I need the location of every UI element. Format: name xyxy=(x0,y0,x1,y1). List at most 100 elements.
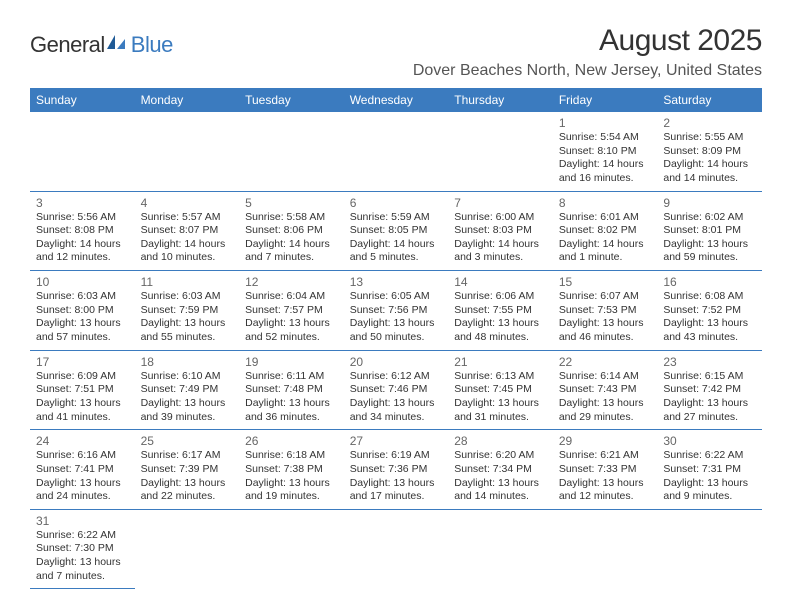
calendar-cell: 4Sunrise: 5:57 AMSunset: 8:07 PMDaylight… xyxy=(135,191,240,271)
calendar-cell xyxy=(239,112,344,191)
calendar-row: 24Sunrise: 6:16 AMSunset: 7:41 PMDayligh… xyxy=(30,430,762,510)
calendar-cell: 31Sunrise: 6:22 AMSunset: 7:30 PMDayligh… xyxy=(30,509,135,589)
calendar-row: 3Sunrise: 5:56 AMSunset: 8:08 PMDaylight… xyxy=(30,191,762,271)
day-details: Sunrise: 6:03 AMSunset: 8:00 PMDaylight:… xyxy=(36,290,129,345)
calendar-cell xyxy=(30,112,135,191)
day-details: Sunrise: 6:11 AMSunset: 7:48 PMDaylight:… xyxy=(245,370,338,425)
day-number: 18 xyxy=(141,355,234,369)
day-details: Sunrise: 6:03 AMSunset: 7:59 PMDaylight:… xyxy=(141,290,234,345)
calendar-cell: 20Sunrise: 6:12 AMSunset: 7:46 PMDayligh… xyxy=(344,350,449,430)
calendar-body: 1Sunrise: 5:54 AMSunset: 8:10 PMDaylight… xyxy=(30,112,762,589)
day-number: 23 xyxy=(663,355,756,369)
calendar-cell: 25Sunrise: 6:17 AMSunset: 7:39 PMDayligh… xyxy=(135,430,240,510)
day-number: 3 xyxy=(36,196,129,210)
calendar-cell: 26Sunrise: 6:18 AMSunset: 7:38 PMDayligh… xyxy=(239,430,344,510)
calendar-row: 17Sunrise: 6:09 AMSunset: 7:51 PMDayligh… xyxy=(30,350,762,430)
day-number: 4 xyxy=(141,196,234,210)
calendar-row: 1Sunrise: 5:54 AMSunset: 8:10 PMDaylight… xyxy=(30,112,762,191)
day-details: Sunrise: 5:55 AMSunset: 8:09 PMDaylight:… xyxy=(663,131,756,186)
day-number: 14 xyxy=(454,275,547,289)
calendar-head: SundayMondayTuesdayWednesdayThursdayFrid… xyxy=(30,88,762,112)
day-number: 22 xyxy=(559,355,652,369)
day-number: 24 xyxy=(36,434,129,448)
calendar-cell: 10Sunrise: 6:03 AMSunset: 8:00 PMDayligh… xyxy=(30,271,135,351)
day-number: 11 xyxy=(141,275,234,289)
calendar-cell: 16Sunrise: 6:08 AMSunset: 7:52 PMDayligh… xyxy=(657,271,762,351)
day-details: Sunrise: 6:20 AMSunset: 7:34 PMDaylight:… xyxy=(454,449,547,504)
day-number: 28 xyxy=(454,434,547,448)
day-number: 17 xyxy=(36,355,129,369)
header: General Blue August 2025 Dover Beaches N… xyxy=(30,24,762,80)
day-header: Wednesday xyxy=(344,88,449,112)
calendar-cell: 22Sunrise: 6:14 AMSunset: 7:43 PMDayligh… xyxy=(553,350,658,430)
calendar-cell xyxy=(657,509,762,589)
day-number: 26 xyxy=(245,434,338,448)
day-number: 19 xyxy=(245,355,338,369)
calendar-cell xyxy=(448,509,553,589)
day-details: Sunrise: 6:12 AMSunset: 7:46 PMDaylight:… xyxy=(350,370,443,425)
calendar-cell: 19Sunrise: 6:11 AMSunset: 7:48 PMDayligh… xyxy=(239,350,344,430)
title-block: August 2025 Dover Beaches North, New Jer… xyxy=(413,24,762,80)
calendar-cell xyxy=(239,509,344,589)
day-details: Sunrise: 6:22 AMSunset: 7:31 PMDaylight:… xyxy=(663,449,756,504)
day-number: 31 xyxy=(36,514,129,528)
day-number: 15 xyxy=(559,275,652,289)
logo: General Blue xyxy=(30,32,173,58)
day-details: Sunrise: 6:14 AMSunset: 7:43 PMDaylight:… xyxy=(559,370,652,425)
day-number: 7 xyxy=(454,196,547,210)
logo-text-blue: Blue xyxy=(131,32,173,58)
day-details: Sunrise: 6:01 AMSunset: 8:02 PMDaylight:… xyxy=(559,211,652,266)
day-number: 20 xyxy=(350,355,443,369)
calendar-cell xyxy=(344,509,449,589)
day-details: Sunrise: 6:16 AMSunset: 7:41 PMDaylight:… xyxy=(36,449,129,504)
calendar-cell: 29Sunrise: 6:21 AMSunset: 7:33 PMDayligh… xyxy=(553,430,658,510)
calendar-cell: 11Sunrise: 6:03 AMSunset: 7:59 PMDayligh… xyxy=(135,271,240,351)
calendar-cell: 30Sunrise: 6:22 AMSunset: 7:31 PMDayligh… xyxy=(657,430,762,510)
calendar-cell: 17Sunrise: 6:09 AMSunset: 7:51 PMDayligh… xyxy=(30,350,135,430)
day-number: 10 xyxy=(36,275,129,289)
day-details: Sunrise: 5:54 AMSunset: 8:10 PMDaylight:… xyxy=(559,131,652,186)
day-details: Sunrise: 6:18 AMSunset: 7:38 PMDaylight:… xyxy=(245,449,338,504)
calendar-cell: 27Sunrise: 6:19 AMSunset: 7:36 PMDayligh… xyxy=(344,430,449,510)
day-details: Sunrise: 5:57 AMSunset: 8:07 PMDaylight:… xyxy=(141,211,234,266)
calendar-page: General Blue August 2025 Dover Beaches N… xyxy=(0,0,792,613)
day-number: 2 xyxy=(663,116,756,130)
day-number: 16 xyxy=(663,275,756,289)
day-details: Sunrise: 6:17 AMSunset: 7:39 PMDaylight:… xyxy=(141,449,234,504)
day-details: Sunrise: 6:21 AMSunset: 7:33 PMDaylight:… xyxy=(559,449,652,504)
day-header: Thursday xyxy=(448,88,553,112)
calendar-cell xyxy=(344,112,449,191)
day-details: Sunrise: 6:22 AMSunset: 7:30 PMDaylight:… xyxy=(36,529,129,584)
day-details: Sunrise: 5:56 AMSunset: 8:08 PMDaylight:… xyxy=(36,211,129,266)
calendar-cell: 21Sunrise: 6:13 AMSunset: 7:45 PMDayligh… xyxy=(448,350,553,430)
day-header: Sunday xyxy=(30,88,135,112)
day-details: Sunrise: 5:58 AMSunset: 8:06 PMDaylight:… xyxy=(245,211,338,266)
day-number: 5 xyxy=(245,196,338,210)
calendar-row: 10Sunrise: 6:03 AMSunset: 8:00 PMDayligh… xyxy=(30,271,762,351)
calendar-cell xyxy=(553,509,658,589)
day-details: Sunrise: 6:09 AMSunset: 7:51 PMDaylight:… xyxy=(36,370,129,425)
calendar-cell: 6Sunrise: 5:59 AMSunset: 8:05 PMDaylight… xyxy=(344,191,449,271)
calendar-table: SundayMondayTuesdayWednesdayThursdayFrid… xyxy=(30,88,762,589)
calendar-cell: 9Sunrise: 6:02 AMSunset: 8:01 PMDaylight… xyxy=(657,191,762,271)
month-title: August 2025 xyxy=(413,24,762,58)
calendar-cell: 15Sunrise: 6:07 AMSunset: 7:53 PMDayligh… xyxy=(553,271,658,351)
day-number: 30 xyxy=(663,434,756,448)
day-details: Sunrise: 6:07 AMSunset: 7:53 PMDaylight:… xyxy=(559,290,652,345)
day-details: Sunrise: 6:15 AMSunset: 7:42 PMDaylight:… xyxy=(663,370,756,425)
day-header: Friday xyxy=(553,88,658,112)
day-header: Tuesday xyxy=(239,88,344,112)
sails-icon xyxy=(105,33,129,51)
calendar-cell: 1Sunrise: 5:54 AMSunset: 8:10 PMDaylight… xyxy=(553,112,658,191)
calendar-cell: 14Sunrise: 6:06 AMSunset: 7:55 PMDayligh… xyxy=(448,271,553,351)
calendar-cell: 24Sunrise: 6:16 AMSunset: 7:41 PMDayligh… xyxy=(30,430,135,510)
day-number: 27 xyxy=(350,434,443,448)
calendar-cell: 12Sunrise: 6:04 AMSunset: 7:57 PMDayligh… xyxy=(239,271,344,351)
day-details: Sunrise: 6:13 AMSunset: 7:45 PMDaylight:… xyxy=(454,370,547,425)
calendar-cell: 13Sunrise: 6:05 AMSunset: 7:56 PMDayligh… xyxy=(344,271,449,351)
calendar-cell xyxy=(135,509,240,589)
calendar-row: 31Sunrise: 6:22 AMSunset: 7:30 PMDayligh… xyxy=(30,509,762,589)
day-details: Sunrise: 5:59 AMSunset: 8:05 PMDaylight:… xyxy=(350,211,443,266)
logo-text-general: General xyxy=(30,32,105,58)
calendar-cell: 18Sunrise: 6:10 AMSunset: 7:49 PMDayligh… xyxy=(135,350,240,430)
